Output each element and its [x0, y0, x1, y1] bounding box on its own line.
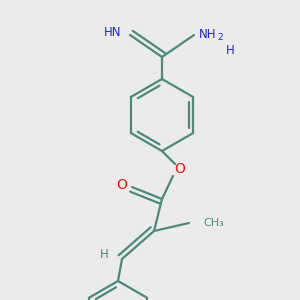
Text: H: H [100, 248, 108, 262]
Text: H: H [226, 44, 235, 58]
Text: HN: HN [103, 26, 121, 40]
Text: O: O [175, 162, 185, 176]
Text: 2: 2 [217, 32, 223, 41]
Text: CH₃: CH₃ [203, 218, 224, 228]
Text: NH: NH [199, 28, 217, 41]
Text: O: O [117, 178, 128, 192]
